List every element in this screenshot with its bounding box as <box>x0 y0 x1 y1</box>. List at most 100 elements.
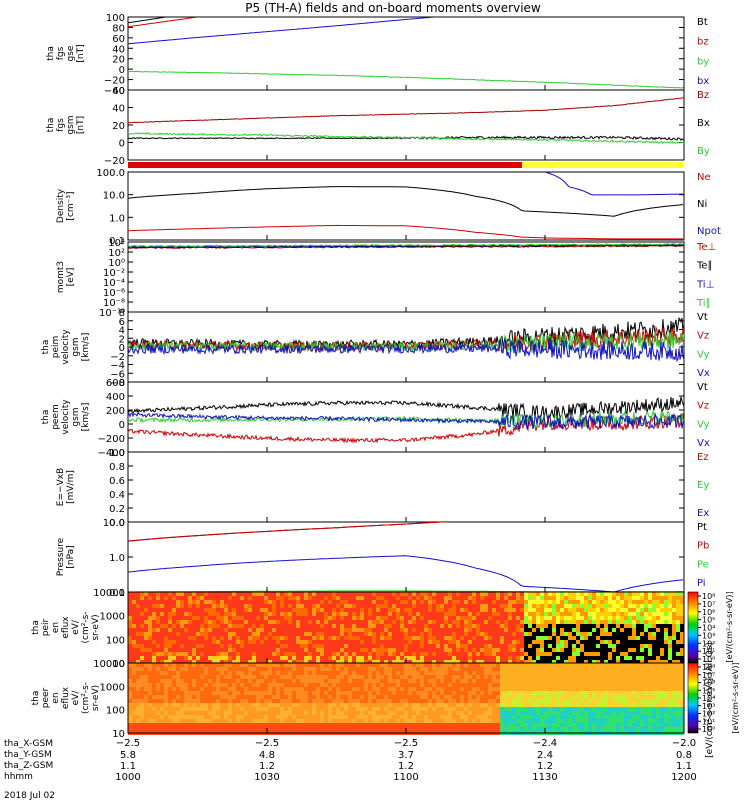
spectrogram-cell <box>200 727 204 731</box>
spectrogram-cell <box>556 695 560 699</box>
spectrogram-cell <box>244 644 248 648</box>
spectrogram-cell <box>340 683 344 687</box>
spectrogram-cell <box>244 640 248 644</box>
spectrogram-cell <box>416 691 420 695</box>
spectrogram-cell <box>412 600 416 604</box>
spectrogram-cell <box>436 660 440 664</box>
spectrogram-cell <box>336 624 340 628</box>
spectrogram-cell <box>168 695 172 699</box>
spectrogram-cell <box>428 667 432 671</box>
spectrogram-cell <box>632 596 636 600</box>
spectrogram-cell <box>532 640 536 644</box>
spectrogram-cell <box>376 723 380 727</box>
spectrogram-cell <box>468 691 472 695</box>
spectrogram-cell <box>544 604 548 608</box>
spectrogram-cell <box>248 616 252 620</box>
spectrogram-cell <box>352 632 356 636</box>
spectrogram-cell <box>416 592 420 596</box>
spectrogram-cell <box>296 640 300 644</box>
spectrogram-cell <box>384 723 388 727</box>
spectrogram-cell <box>608 727 612 731</box>
spectrogram-cell <box>316 687 320 691</box>
spectrogram-cell <box>460 691 464 695</box>
spectrogram-cell <box>540 596 544 600</box>
panel-8-ylabel: en <box>51 622 61 633</box>
spectrogram-cell <box>468 644 472 648</box>
spectrogram-cell <box>372 620 376 624</box>
spectrogram-cell <box>372 656 376 660</box>
spectrogram-cell <box>536 695 540 699</box>
spectrogram-cell <box>216 648 220 652</box>
spectrogram-cell <box>384 656 388 660</box>
spectrogram-cell <box>380 604 384 608</box>
spectrogram-cell <box>232 723 236 727</box>
spectrogram-cell <box>328 640 332 644</box>
spectrogram-cell <box>356 660 360 664</box>
spectrogram-cell <box>168 707 172 711</box>
spectrogram-cell <box>284 727 288 731</box>
spectrogram-cell <box>472 723 476 727</box>
spectrogram-cell <box>496 723 500 727</box>
spectrogram-cell <box>416 624 420 628</box>
spectrogram-cell <box>580 600 584 604</box>
spectrogram-cell <box>360 640 364 644</box>
spectrogram-cell <box>544 679 548 683</box>
spectrogram-cell <box>180 656 184 660</box>
spectrogram-cell <box>612 636 616 640</box>
spectrogram-cell <box>284 679 288 683</box>
spectrogram-cell <box>216 723 220 727</box>
spectrogram-cell <box>264 691 268 695</box>
spectrogram-cell <box>284 640 288 644</box>
spectrogram-cell <box>292 691 296 695</box>
spectrogram-cell <box>244 719 248 723</box>
panel-8-ylabel: sr-eV) <box>91 614 101 640</box>
spectrogram-cell <box>364 656 368 660</box>
spectrogram-cell <box>304 612 308 616</box>
spectrogram-cell <box>516 608 520 612</box>
spectrogram-cell <box>536 723 540 727</box>
spectrogram-cell <box>612 711 616 715</box>
spectrogram-cell <box>616 671 620 675</box>
spectrogram-cell <box>324 612 328 616</box>
spectrogram-cell <box>404 612 408 616</box>
spectrogram-cell <box>184 675 188 679</box>
spectrogram-cell <box>308 667 312 671</box>
spectrogram-cell <box>320 703 324 707</box>
spectrogram-cell <box>576 636 580 640</box>
spectrogram-cell <box>388 707 392 711</box>
spectrogram-cell <box>584 675 588 679</box>
spectrogram-cell <box>352 620 356 624</box>
spectrogram-cell <box>552 695 556 699</box>
spectrogram-cell <box>160 683 164 687</box>
spectrogram-cell <box>660 624 664 628</box>
spectrogram-cell <box>284 604 288 608</box>
spectrogram-cell <box>128 608 132 612</box>
spectrogram-cell <box>252 640 256 644</box>
spectrogram-cell <box>312 715 316 719</box>
spectrogram-cell <box>288 640 292 644</box>
spectrogram-cell <box>680 632 684 636</box>
spectrogram-cell <box>472 596 476 600</box>
spectrogram-cell <box>372 719 376 723</box>
spectrogram-cell <box>528 640 532 644</box>
spectrogram-cell <box>232 727 236 731</box>
spectrogram-cell <box>192 691 196 695</box>
spectrogram-cell <box>232 683 236 687</box>
spectrogram-cell <box>516 699 520 703</box>
spectrogram-cell <box>376 628 380 632</box>
spectrogram-cell <box>264 683 268 687</box>
spectrogram-cell <box>196 723 200 727</box>
spectrogram-cell <box>604 592 608 596</box>
spectrogram-cell <box>484 592 488 596</box>
spectrogram-cell <box>412 596 416 600</box>
spectrogram-cell <box>236 723 240 727</box>
spectrogram-cell <box>344 608 348 612</box>
spectrogram-cell <box>240 652 244 656</box>
spectrogram-cell <box>352 667 356 671</box>
spectrogram-cell <box>532 600 536 604</box>
spectrogram-cell <box>136 687 140 691</box>
spectrogram-cell <box>256 604 260 608</box>
spectrogram-cell <box>264 679 268 683</box>
spectrogram-cell <box>448 683 452 687</box>
spectrogram-cell <box>356 596 360 600</box>
